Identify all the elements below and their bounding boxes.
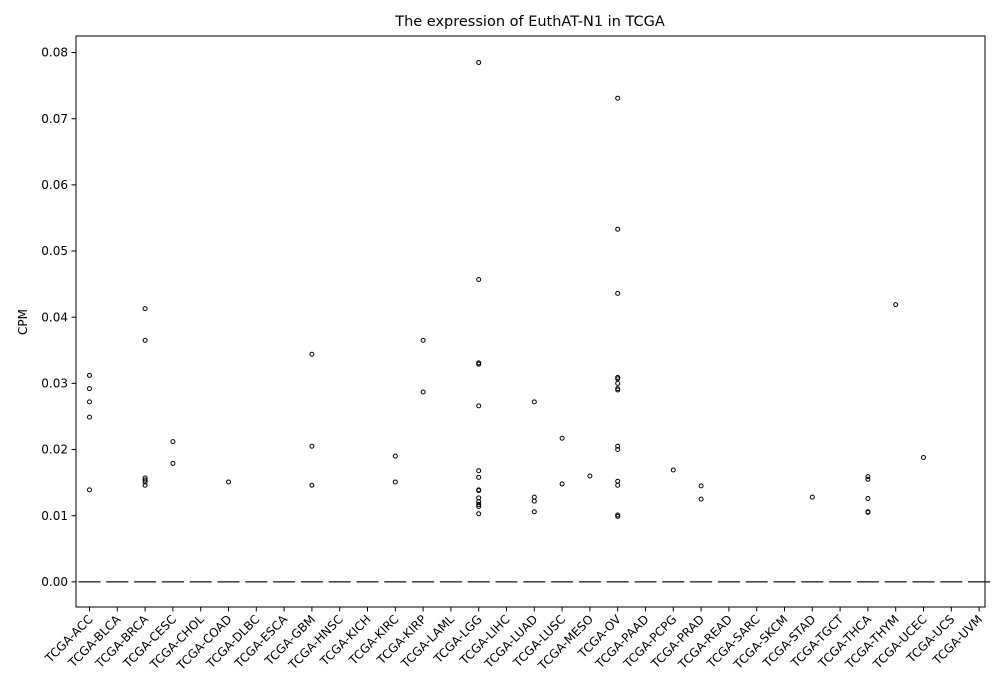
outlier-point (87, 372, 92, 378)
outlier-point (559, 481, 565, 487)
outlier-point (865, 476, 871, 482)
y-tick-label: 0.08 (41, 46, 68, 60)
y-tick-label: 0.02 (41, 443, 68, 457)
outlier-point (587, 473, 593, 479)
outlier-point (531, 509, 537, 515)
y-tick-label: 0.07 (41, 112, 68, 126)
outlier-point (615, 380, 621, 386)
y-tick-label: 0.00 (41, 575, 68, 589)
outlier-point (142, 479, 148, 485)
outlier-point (476, 361, 482, 367)
y-tick-label: 0.01 (41, 509, 68, 523)
outlier-point (476, 474, 482, 480)
outlier-point (226, 479, 231, 485)
outlier-point (615, 513, 621, 519)
outlier-point (476, 468, 482, 474)
outlier-point (698, 496, 704, 502)
outlier-point (170, 439, 176, 445)
outlier-point (309, 443, 315, 449)
outlier-point (142, 337, 148, 343)
outlier-point (531, 498, 537, 504)
outlier-point (615, 482, 621, 488)
chart-title: The expression of EuthAT-N1 in TCGA (394, 14, 665, 30)
outlier-point (865, 495, 871, 501)
outlier-point (476, 488, 482, 494)
outlier-point (615, 95, 621, 101)
outlier-point (531, 494, 537, 500)
y-tick-label: 0.05 (41, 244, 68, 258)
plot-frame (75, 35, 986, 608)
outlier-point (865, 509, 871, 515)
outlier-point (87, 487, 92, 493)
outlier-point (476, 511, 482, 517)
outlier-point (809, 494, 815, 500)
outlier-point (531, 399, 537, 405)
outlier-point (309, 351, 315, 357)
outlier-point (392, 479, 398, 485)
outlier-point (309, 482, 315, 488)
y-axis-label: CPM (16, 309, 30, 335)
outlier-point (476, 59, 482, 65)
x-axis: TCGA-ACCTCGA-BLCATCGA-BRCATCGA-CESCTCGA-… (42, 607, 985, 673)
outlier-point (865, 474, 871, 480)
outlier-point (392, 453, 398, 459)
outlier-point (615, 376, 621, 382)
outlier-point (87, 386, 92, 392)
outlier-point (921, 454, 926, 460)
outlier-point (615, 290, 621, 296)
outlier-point (170, 460, 176, 466)
y-tick-label: 0.03 (41, 377, 68, 391)
outlier-point (420, 337, 426, 343)
outlier-point (142, 482, 148, 488)
outlier-point (87, 399, 92, 405)
outlier-point (698, 483, 704, 489)
outlier-point (420, 389, 426, 395)
outlier-point (615, 443, 621, 449)
outlier-point (476, 495, 482, 501)
y-tick-label: 0.06 (41, 178, 68, 192)
outlier-point (476, 503, 482, 509)
outlier-point (476, 276, 482, 282)
y-axis: 0.00 0.01 0.02 0.03 0.04 0.05 0.06 0.07 0.08 (41, 46, 76, 589)
outlier-point (615, 387, 621, 393)
y-tick-label: 0.04 (41, 310, 68, 324)
outlier-point (142, 306, 148, 312)
outlier-point (142, 477, 148, 483)
plot-content (78, 59, 991, 583)
outlier-point (476, 403, 482, 409)
outlier-point (559, 435, 565, 441)
outlier-point (893, 302, 899, 308)
outlier-point (615, 226, 621, 232)
outlier-point (476, 501, 482, 507)
outlier-point (87, 414, 92, 420)
outlier-point (615, 447, 621, 453)
outlier-point (476, 499, 482, 505)
outlier-point (670, 467, 676, 473)
outlier-point (615, 478, 621, 484)
